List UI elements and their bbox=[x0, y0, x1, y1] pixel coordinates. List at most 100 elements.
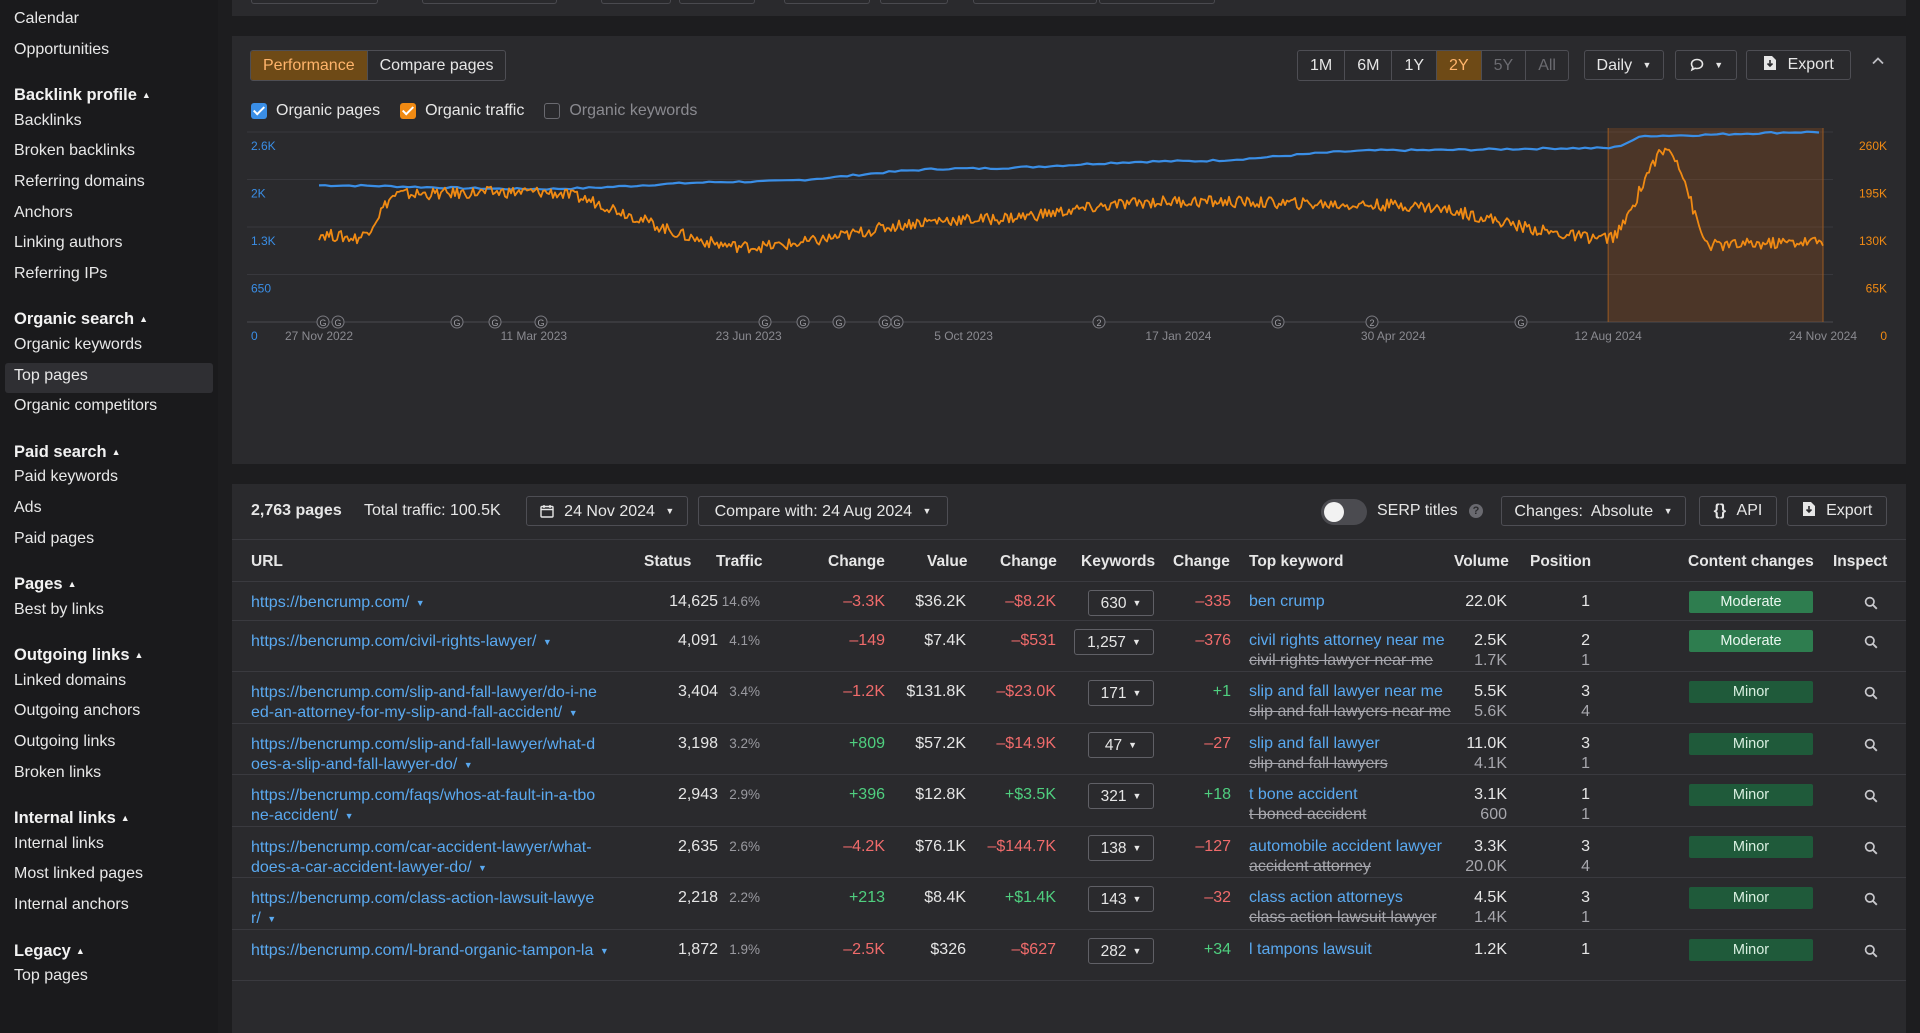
inspect-search-icon[interactable] bbox=[1864, 841, 1878, 855]
annotation-marker[interactable] bbox=[1092, 315, 1106, 329]
checkbox-label[interactable]: Organic pages bbox=[276, 102, 381, 119]
keywords-dropdown[interactable]: 282 ▼ bbox=[1088, 938, 1154, 964]
filter-button[interactable] bbox=[601, 0, 671, 4]
keywords-dropdown[interactable]: 47 ▼ bbox=[1088, 732, 1154, 758]
checkbox-label[interactable]: Organic keywords bbox=[569, 102, 698, 119]
keywords-dropdown[interactable]: 143 ▼ bbox=[1088, 886, 1154, 912]
filter-button[interactable] bbox=[251, 0, 378, 4]
checkbox-label[interactable]: Organic traffic bbox=[425, 102, 525, 119]
column-header-keywords-change[interactable]: Change bbox=[1173, 553, 1230, 570]
sidebar-item-ads[interactable]: Ads bbox=[0, 495, 218, 526]
url-link[interactable]: https://bencrump.com/car-accident-lawyer… bbox=[251, 838, 592, 878]
column-header-url[interactable]: URL bbox=[251, 553, 283, 570]
content-changes-badge[interactable]: Minor bbox=[1689, 887, 1813, 909]
top-keyword-link[interactable]: l tampons lawsuit bbox=[1249, 941, 1372, 958]
range-1y[interactable]: 1Y bbox=[1392, 51, 1438, 80]
sidebar-item-most-linked-pages[interactable]: Most linked pages bbox=[0, 861, 218, 892]
changes-mode-dropdown[interactable]: Changes: Absolute ▼ bbox=[1501, 496, 1686, 526]
sidebar-item-opportunities[interactable]: Opportunities bbox=[0, 37, 218, 68]
top-keyword-link[interactable]: slip and fall lawyer bbox=[1249, 735, 1380, 752]
tab-performance[interactable]: Performance bbox=[251, 51, 368, 80]
sidebar-item-internal-anchors[interactable]: Internal anchors bbox=[0, 892, 218, 923]
sidebar-section-legacy[interactable]: Legacy ▲ bbox=[0, 933, 218, 964]
url-link[interactable]: https://bencrump.com/ ▼ bbox=[251, 593, 425, 613]
annotation-marker[interactable] bbox=[878, 315, 892, 329]
column-header-content-changes[interactable]: Content changes bbox=[1688, 553, 1814, 570]
range-2y[interactable]: 2Y bbox=[1437, 51, 1482, 80]
column-header-volume[interactable]: Volume bbox=[1454, 553, 1509, 570]
url-link[interactable]: https://bencrump.com/civil-rights-lawyer… bbox=[251, 632, 552, 652]
filter-button[interactable] bbox=[1099, 0, 1215, 4]
content-changes-badge[interactable]: Minor bbox=[1689, 836, 1813, 858]
inspect-search-icon[interactable] bbox=[1864, 635, 1878, 649]
content-changes-badge[interactable]: Moderate bbox=[1689, 591, 1813, 613]
annotation-marker[interactable] bbox=[331, 315, 345, 329]
checkbox-organic-keywords[interactable] bbox=[544, 103, 561, 119]
sidebar-item-anchors[interactable]: Anchors bbox=[0, 200, 218, 231]
help-icon[interactable]: ? bbox=[1469, 504, 1483, 518]
keywords-dropdown[interactable]: 138 ▼ bbox=[1088, 835, 1154, 861]
inspect-search-icon[interactable] bbox=[1864, 738, 1878, 752]
content-changes-badge[interactable]: Minor bbox=[1689, 784, 1813, 806]
annotation-marker[interactable] bbox=[890, 315, 904, 329]
annotation-marker[interactable] bbox=[832, 315, 846, 329]
sidebar-item-calendar[interactable]: Calendar bbox=[0, 6, 218, 37]
api-button[interactable]: {} API bbox=[1699, 496, 1777, 526]
sidebar-item-top-pages[interactable]: Top pages bbox=[5, 362, 213, 394]
sidebar-section-internal-links[interactable]: Internal links ▲ bbox=[0, 800, 218, 831]
checkbox-organic-pages[interactable] bbox=[251, 103, 267, 119]
tab-compare-pages[interactable]: Compare pages bbox=[379, 57, 494, 74]
keywords-dropdown[interactable]: 630 ▼ bbox=[1088, 590, 1154, 616]
url-link[interactable]: https://bencrump.com/class-action-lawsui… bbox=[251, 889, 594, 929]
sidebar-item-referring-domains[interactable]: Referring domains bbox=[0, 169, 218, 200]
sidebar-item-organic-competitors[interactable]: Organic competitors bbox=[0, 393, 218, 424]
annotation-marker[interactable] bbox=[450, 315, 464, 329]
inspect-search-icon[interactable] bbox=[1864, 944, 1878, 958]
column-header-value[interactable]: Value bbox=[927, 553, 968, 570]
top-keyword-link[interactable]: t bone accident bbox=[1249, 786, 1358, 803]
url-menu-caret-icon[interactable]: ▼ bbox=[540, 637, 552, 647]
sidebar-item-top-pages[interactable]: Top pages bbox=[0, 963, 218, 994]
sidebar-section-backlink-profile[interactable]: Backlink profile ▲ bbox=[0, 77, 218, 108]
table-export-button[interactable]: Export bbox=[1787, 496, 1887, 526]
content-changes-badge[interactable]: Minor bbox=[1689, 939, 1813, 961]
url-link[interactable]: https://bencrump.com/faqs/whos-at-fault-… bbox=[251, 786, 595, 826]
inspect-search-icon[interactable] bbox=[1864, 892, 1878, 906]
range-5y[interactable]: 5Y bbox=[1482, 51, 1527, 80]
sidebar-section-organic-search[interactable]: Organic search ▲ bbox=[0, 301, 218, 332]
sidebar-item-best-by-links[interactable]: Best by links bbox=[0, 597, 218, 628]
sidebar-section-paid-search[interactable]: Paid search ▲ bbox=[0, 434, 218, 465]
column-header-value-change[interactable]: Change bbox=[1000, 553, 1057, 570]
url-menu-caret-icon[interactable]: ▼ bbox=[597, 946, 609, 956]
annotation-marker[interactable] bbox=[758, 315, 772, 329]
annotation-marker[interactable] bbox=[488, 315, 502, 329]
filter-button[interactable] bbox=[679, 0, 755, 4]
range-all[interactable]: All bbox=[1538, 57, 1556, 74]
sidebar-item-broken-links[interactable]: Broken links bbox=[0, 760, 218, 791]
column-header-top-keyword[interactable]: Top keyword bbox=[1249, 553, 1344, 570]
checkbox-organic-traffic[interactable] bbox=[400, 103, 417, 119]
url-menu-caret-icon[interactable]: ▼ bbox=[342, 811, 354, 821]
range-1m[interactable]: 1M bbox=[1298, 51, 1346, 80]
sidebar-item-outgoing-anchors[interactable]: Outgoing anchors bbox=[0, 698, 218, 729]
top-keyword-link[interactable]: automobile accident lawyer bbox=[1249, 838, 1442, 855]
compare-date-picker[interactable]: Compare with: 24 Aug 2024 ▼ bbox=[698, 496, 948, 526]
content-changes-badge[interactable]: Minor bbox=[1689, 733, 1813, 755]
annotation-marker[interactable] bbox=[796, 315, 810, 329]
annotation-marker[interactable] bbox=[316, 315, 330, 329]
top-keyword-link[interactable]: civil rights attorney near me bbox=[1249, 632, 1445, 649]
inspect-search-icon[interactable] bbox=[1864, 596, 1878, 610]
filter-button[interactable] bbox=[973, 0, 1097, 4]
filter-button[interactable] bbox=[422, 0, 557, 4]
sidebar-section-outgoing-links[interactable]: Outgoing links ▲ bbox=[0, 637, 218, 668]
sidebar-item-linking-authors[interactable]: Linking authors bbox=[0, 230, 218, 261]
inspect-search-icon[interactable] bbox=[1864, 789, 1878, 803]
sidebar-section-pages[interactable]: Pages ▲ bbox=[0, 566, 218, 597]
column-header-traffic-change[interactable]: Change bbox=[828, 553, 885, 570]
url-menu-caret-icon[interactable]: ▼ bbox=[475, 863, 487, 873]
export-button[interactable]: Export bbox=[1746, 50, 1851, 80]
sidebar-item-broken-backlinks[interactable]: Broken backlinks bbox=[0, 138, 218, 169]
filter-button[interactable] bbox=[784, 0, 870, 4]
annotation-marker[interactable] bbox=[534, 315, 548, 329]
content-changes-badge[interactable]: Moderate bbox=[1689, 630, 1813, 652]
